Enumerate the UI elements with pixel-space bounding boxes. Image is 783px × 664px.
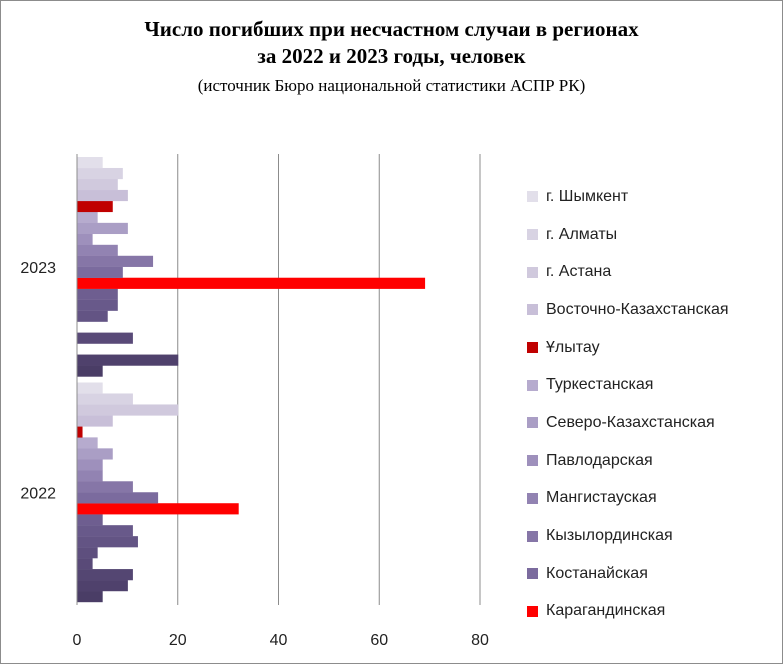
legend-label: г. Астана [546, 263, 612, 281]
bar-2022-2 [77, 569, 133, 581]
legend-swatch [527, 266, 538, 278]
bar-2023-6 [77, 299, 118, 311]
legend-swatch [527, 568, 538, 580]
category-label-2022: 2022 [20, 485, 56, 502]
bar-2023-7 [77, 288, 118, 300]
x-tick-label: 60 [370, 632, 388, 649]
legend-item: г. Астана [527, 253, 777, 291]
bar-2023-12 [77, 233, 93, 245]
legend-label: Восточно-Казахстанская [546, 300, 729, 318]
bar-2022-7 [77, 514, 103, 526]
bar-2022-6 [77, 525, 133, 537]
legend-swatch [527, 492, 538, 504]
legend-swatch [527, 530, 538, 542]
legend-item: Карагандинская [527, 593, 777, 631]
category-label-2023: 2023 [20, 260, 56, 277]
bar-2022-0 [77, 591, 103, 603]
bar-2022-11 [77, 470, 103, 482]
legend-item: Кызылординская [527, 517, 777, 555]
legend-item: г. Алматы [527, 216, 777, 254]
bar-2022-4 [77, 547, 98, 559]
bar-2023-1 [77, 354, 179, 366]
legend-label: Ұлытау [546, 338, 600, 356]
x-tick-label: 40 [270, 632, 288, 649]
bar-2022-1 [77, 580, 128, 592]
bar-2022-3 [77, 558, 93, 570]
legend-label: Кызылординская [546, 527, 673, 545]
legend-label: г. Алматы [546, 225, 618, 243]
bar-2023-16 [77, 189, 128, 202]
chart-title: Число погибших при несчастном случаи в р… [0, 16, 783, 70]
bar-2022-10 [77, 481, 133, 493]
legend-swatch [527, 455, 538, 467]
x-tick-label: 20 [169, 632, 187, 649]
x-tick-label: 80 [471, 632, 489, 649]
bar-2022-8 [77, 503, 239, 515]
legend-swatch [527, 417, 538, 429]
legend-item: Восточно-Казахстанская [527, 291, 777, 329]
bar-2023-5 [77, 310, 108, 322]
legend-label: г. Шымкент [546, 187, 629, 205]
bar-2023-17 [77, 178, 118, 191]
bar-2023-11 [77, 244, 118, 256]
bar-2022-18 [77, 393, 133, 405]
bar-2022-16 [77, 415, 113, 427]
x-tick-label: 0 [73, 632, 82, 649]
chart-title-line1: Число погибших при несчастном случаи в р… [144, 17, 639, 41]
legend-label: Костанайская [546, 564, 648, 582]
legend-swatch [527, 605, 538, 617]
legend-swatch [527, 342, 538, 354]
bar-2023-14 [77, 211, 98, 224]
bar-2023-18 [77, 167, 123, 180]
legend: г. Шымкент г. Алматы г. Астана Восточно-Каз… [527, 178, 777, 630]
legend-item: Костанайская [527, 555, 777, 593]
legend-label: Карагандинская [546, 602, 666, 620]
legend-swatch [527, 229, 538, 241]
bar-2023-3 [77, 332, 133, 344]
bar-2022-9 [77, 492, 159, 504]
legend-item: Северо-Казахстанская [527, 404, 777, 442]
bar-2023-8 [77, 277, 426, 289]
chart-title-line2: за 2022 и 2023 годы, человек [257, 44, 526, 68]
legend-swatch [527, 379, 538, 391]
bar-2023-13 [77, 222, 128, 235]
bar-2022-12 [77, 459, 103, 471]
legend-item: Ұлытау [527, 329, 777, 367]
legend-label: Северо-Казахстанская [546, 413, 715, 431]
bar-2023-9 [77, 266, 123, 278]
bar-2022-5 [77, 536, 138, 548]
bar-2022-13 [77, 448, 113, 460]
legend-item: г. Шымкент [527, 178, 777, 216]
legend-label: Мангистауская [546, 489, 657, 507]
bar-2022-14 [77, 437, 98, 449]
legend-swatch [527, 304, 538, 316]
legend-label: Туркестанская [546, 376, 654, 394]
legend-swatch [527, 191, 538, 203]
bar-2022-15 [77, 426, 83, 438]
legend-item: Павлодарская [527, 442, 777, 480]
legend-label: Павлодарская [546, 451, 653, 469]
bar-2023-19 [77, 157, 103, 169]
legend-item: Туркестанская [527, 366, 777, 404]
chart-subtitle: (источник Бюро национальной статистики А… [197, 76, 586, 95]
bar-2023-10 [77, 255, 154, 267]
bar-2022-17 [77, 404, 179, 416]
bar-2023-0 [77, 365, 103, 377]
bar-2022-19 [77, 382, 103, 394]
bar-2023-15 [77, 200, 113, 213]
legend-item: Мангистауская [527, 480, 777, 518]
